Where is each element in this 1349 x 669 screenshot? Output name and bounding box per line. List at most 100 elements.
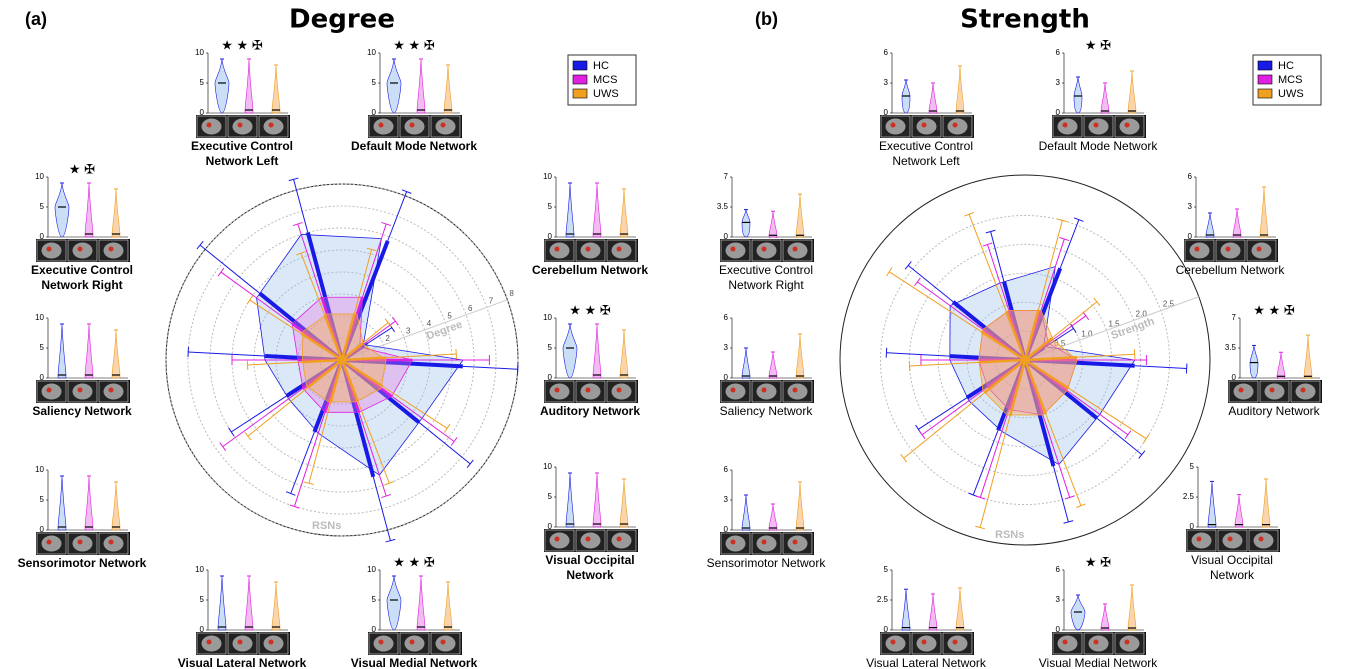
error-cap [1134,349,1135,359]
brain-image [550,384,570,400]
brain-image [1265,384,1285,400]
error-bar [1097,418,1142,454]
brain-image [104,243,124,259]
brain-activation [238,640,243,645]
network-label: Executive Control [191,139,293,153]
violin [112,330,120,378]
network-label: Network [1210,568,1255,582]
error-bar [908,265,953,301]
inset-tick-label: 10 [195,48,204,57]
brain-image [202,119,222,135]
violin [387,576,401,630]
brain-image [1120,636,1140,652]
brain-activation [953,640,958,645]
significance-marker: ★ ★ ✠ [221,37,263,52]
violin [620,479,628,527]
violin [1233,209,1241,238]
brain-activation [555,247,560,252]
significance-marker: ★ ★ ✠ [1253,302,1295,317]
brain-image [1221,243,1241,259]
significance-marker: ★ ✠ [1085,37,1111,52]
error-bar [188,352,265,356]
error-cap [247,360,248,370]
error-bar [922,387,987,435]
inset-tick-label: 10 [35,313,44,322]
error-bar [1135,366,1187,369]
violin [620,330,628,378]
legend-label: UWS [593,88,619,100]
brain-activation [891,640,896,645]
error-cap [220,443,226,451]
brain-image [42,536,62,552]
legend-swatch [573,89,587,98]
brain-image [757,384,777,400]
error-cap [467,460,473,468]
brain-image [886,119,906,135]
error-cap [197,241,203,249]
violin [112,482,120,530]
brain-activation [793,540,798,545]
brain-image [948,119,968,135]
network-label: Executive Control [719,263,813,277]
error-bar [248,388,308,436]
violin [245,576,253,630]
legend-swatch [1258,61,1272,70]
brain-image [104,384,124,400]
brain-activation [891,123,896,128]
error-bar [223,388,303,446]
violin [593,183,601,237]
inset-tick-label: 5 [548,202,553,211]
network-label: Visual Occipital [1191,553,1273,567]
violin [85,324,93,378]
brain-image [757,536,777,552]
brain-image [1089,636,1109,652]
legend-label: HC [593,60,609,72]
brain-activation [586,388,591,393]
brain-activation [617,247,622,252]
error-cap [385,319,391,327]
error-bar [463,366,518,369]
inset-tick-label: 5 [884,565,889,574]
inset-tick-label: 3 [1056,78,1061,87]
error-bar [1048,316,1085,343]
inset-tick-label: 5 [1190,462,1195,471]
brain-activation [379,640,384,645]
inset-tick-label: 7 [1232,313,1237,322]
brain-image [202,636,222,652]
violin [1074,77,1082,113]
brain-activation [586,537,591,542]
violin [1277,352,1285,378]
center-label: RSNs [995,529,1024,541]
brain-image [405,636,425,652]
network-label: Auditory Network [540,404,640,418]
violin [769,352,777,379]
inset-tick-label: 5 [548,492,553,501]
brain-image [42,384,62,400]
brain-image [788,536,808,552]
error-bar [294,412,325,506]
brain-activation [617,388,622,393]
violin [1304,335,1312,379]
radial-tick-label: 8 [509,289,514,298]
inset-tick-label: 6 [1056,565,1061,574]
error-cap [517,364,518,374]
legend-label: HC [1278,60,1294,72]
brain-activation [410,123,415,128]
violin [563,324,577,378]
violin [742,495,750,531]
brain-image [374,119,394,135]
brain-image [1254,533,1274,549]
brain-activation [207,640,212,645]
inset-tick-label: 5 [200,595,205,604]
brain-activation [922,123,927,128]
error-bar [388,192,407,241]
inset-tick-label: 5 [200,78,205,87]
error-cap [909,361,910,371]
network-label: Saliency Network [720,404,814,418]
brain-image [1190,243,1210,259]
violin [1128,71,1136,114]
brain-image [757,243,777,259]
brain-activation [47,540,52,545]
violin [620,189,628,237]
brain-activation [555,537,560,542]
